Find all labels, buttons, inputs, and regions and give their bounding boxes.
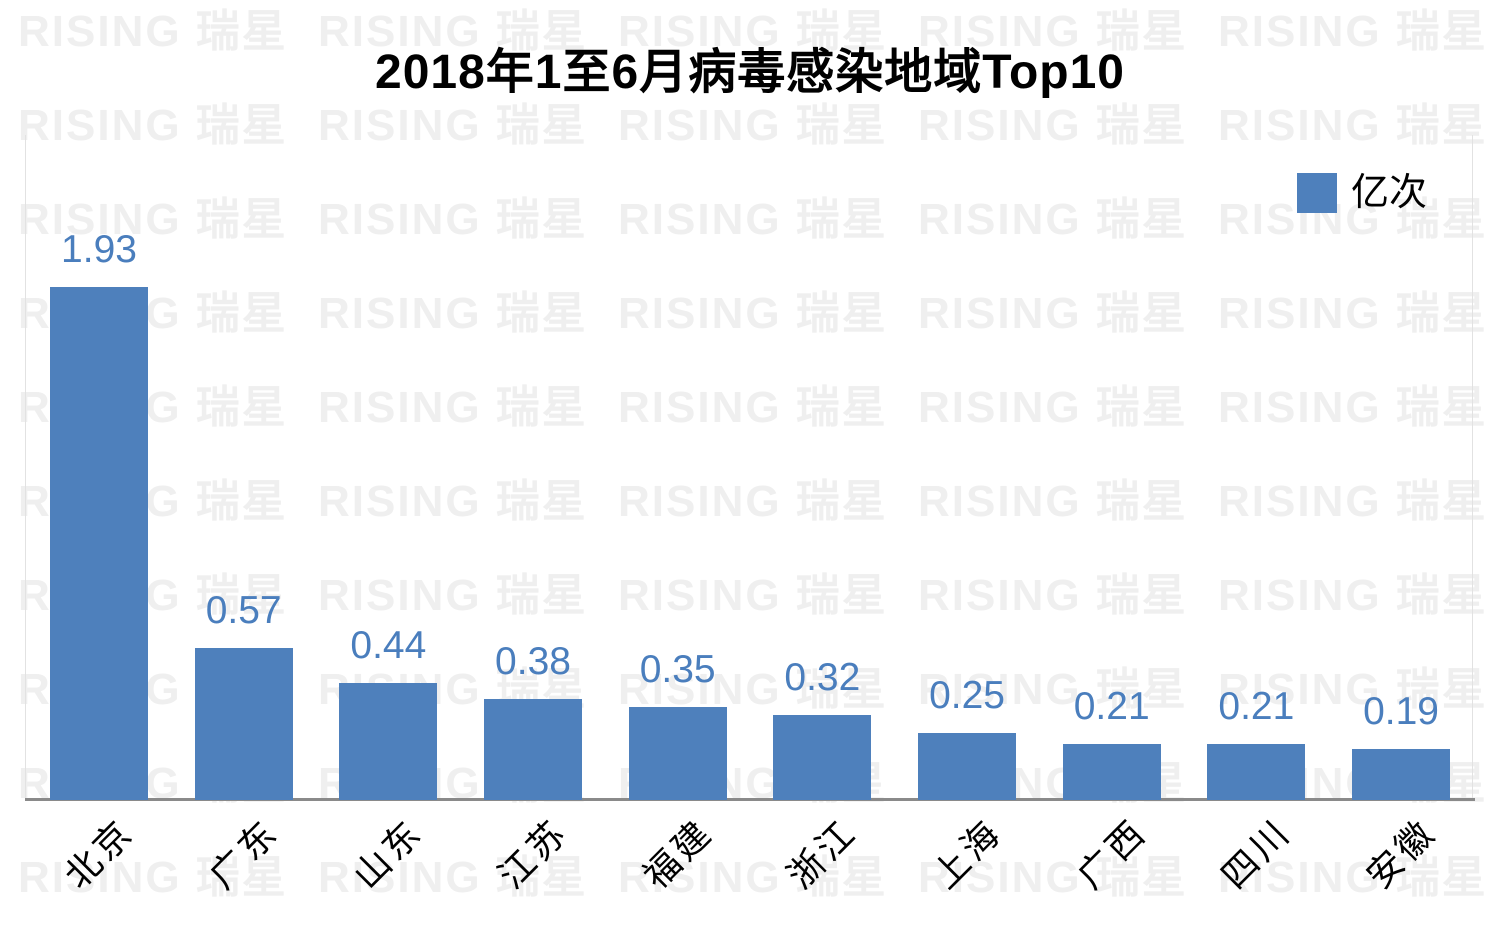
bar [773,715,872,800]
bar-value-label: 0.21 [1218,685,1295,728]
watermark-text: RISING 瑞星 [318,477,588,526]
chart-title: 2018年1至6月病毒感染地域Top10 [375,46,1125,99]
watermark-text: RISING 瑞星 [918,195,1188,244]
watermark-text: RISING 瑞星 [18,195,288,244]
watermark-text: RISING 瑞星 [618,853,888,902]
x-axis-label: 江苏 [490,810,576,897]
watermark-text: RISING 瑞星 [618,665,888,714]
watermark-text: RISING 瑞星 [1218,383,1488,432]
watermark-text: RISING 瑞星 [918,853,1188,902]
watermark-text: RISING 瑞星 [18,853,288,902]
bar [1352,749,1451,800]
watermark-text: RISING 瑞星 [318,101,588,150]
bar [484,699,582,800]
x-axis-label: 广东 [200,810,287,897]
bar [918,733,1017,800]
legend-swatch-icon [1297,173,1337,213]
x-axis-label: 安徽 [1358,810,1444,897]
watermark-text: RISING 瑞星 [318,289,588,338]
bar [339,683,438,800]
bar [1062,744,1161,800]
watermark-text: RISING 瑞星 [1218,7,1488,56]
watermark-text: RISING 瑞星 [618,195,888,244]
x-axis-label: 山东 [345,810,432,897]
watermark-text: RISING 瑞星 [618,571,888,620]
watermark-text: RISING 瑞星 [1218,195,1488,244]
watermark-text: RISING 瑞星 [618,477,888,526]
x-axis-label: 浙江 [779,810,866,897]
watermark-text: RISING 瑞星 [918,665,1188,714]
bar-value-label: 0.32 [784,656,861,699]
watermark-text: RISING 瑞星 [918,477,1188,526]
x-axis-label: 上海 [924,810,1010,897]
watermark-text: RISING 瑞星 [1218,101,1488,150]
watermark-text: RISING 瑞星 [918,7,1188,56]
watermark-text: RISING 瑞星 [918,383,1188,432]
watermark-text: RISING 瑞星 [1218,665,1488,714]
legend-label: 亿次 [1351,172,1428,214]
bar-value-label: 0.25 [929,674,1005,717]
watermark-text: RISING 瑞星 [318,7,588,56]
watermark-text: RISING 瑞星 [618,289,888,338]
watermark-text: RISING 瑞星 [1218,571,1488,620]
bar-value-label: 0.21 [1073,685,1150,728]
watermark-text: RISING 瑞星 [618,101,888,150]
legend: 亿次 [1297,173,1427,213]
bar-value-label: 0.57 [205,589,282,632]
watermark-text: RISING 瑞星 [318,383,588,432]
bar-value-label: 0.38 [495,640,571,683]
x-axis-label: 福建 [634,810,721,897]
bar [628,707,727,800]
watermark-text: RISING 瑞星 [918,289,1188,338]
x-axis-label: 四川 [1213,810,1300,897]
watermark-text: RISING 瑞星 [18,101,288,150]
bar-value-label: 0.35 [639,648,716,691]
bar-value-label: 1.93 [61,228,137,271]
watermark-text: RISING 瑞星 [1218,289,1488,338]
x-axis-label: 广西 [1069,810,1155,897]
plot-border-right [1472,135,1473,800]
plot-border-left [25,135,26,800]
x-axis-line [25,798,1475,801]
x-axis-label: 北京 [56,810,142,897]
bar-value-label: 0.44 [350,624,427,667]
watermark-text: RISING 瑞星 [918,101,1188,150]
watermark-text: RISING 瑞星 [1218,477,1488,526]
bar [50,287,148,800]
watermark-text: RISING 瑞星 [918,571,1188,620]
watermark-text: RISING 瑞星 [318,853,588,902]
bar [194,648,293,800]
watermark-text: RISING 瑞星 [618,383,888,432]
bar-value-label: 0.19 [1363,690,1439,733]
watermark-text: RISING 瑞星 [1218,853,1488,902]
bar [1207,744,1306,800]
watermark-text: RISING 瑞星 [318,195,588,244]
watermark-text: RISING 瑞星 [618,7,888,56]
watermark-text: RISING 瑞星 [18,7,288,56]
watermark-text: RISING 瑞星 [318,571,588,620]
